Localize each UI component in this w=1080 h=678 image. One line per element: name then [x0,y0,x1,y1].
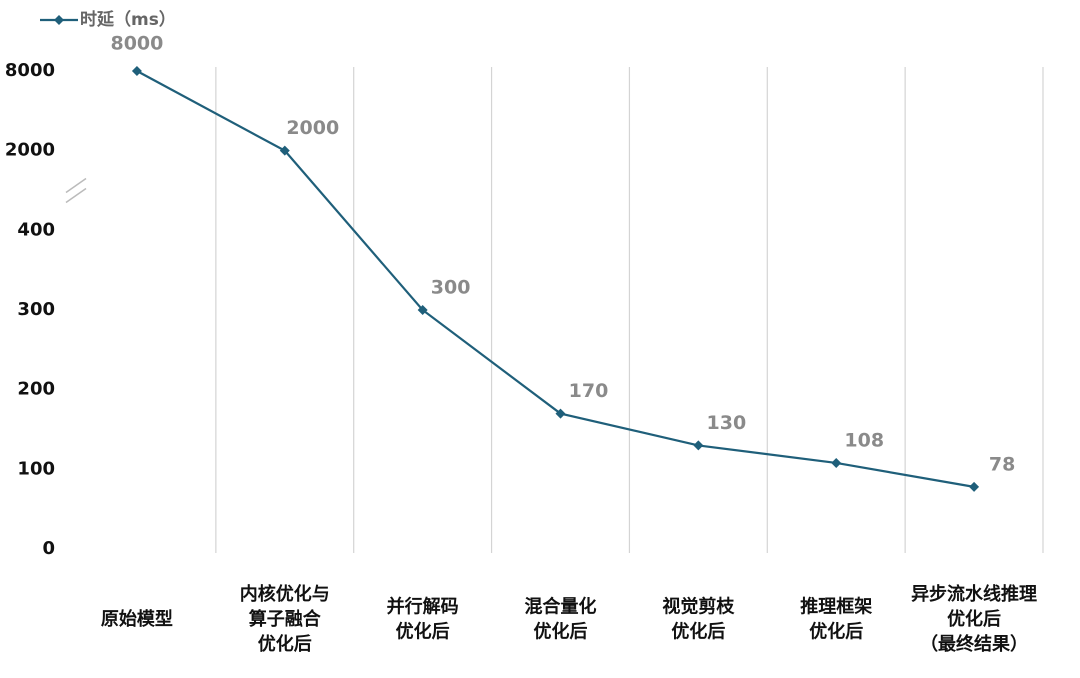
y-tick-label: 400 [17,219,55,240]
marker [417,305,428,315]
marker [131,66,142,76]
legend-label: 时延（ms） [80,9,176,30]
value-label: 2000 [286,117,339,139]
x-tick-label: 优化后 [534,621,588,643]
value-label: 78 [989,453,1015,475]
y-tick-label: 2000 [5,140,55,161]
value-label: 108 [844,429,884,451]
x-tick-label: 异步流水线推理 [911,583,1037,605]
x-tick-label: （最终结果） [920,633,1028,655]
x-tick-label: 混合量化 [525,596,597,618]
y-tick-label: 100 [17,458,55,479]
x-tick-label: 推理框架 [800,596,872,618]
y-tick-label: 0 [42,538,55,559]
value-label: 8000 [110,33,163,55]
value-label: 130 [707,412,747,434]
axis-break-gap [64,185,90,196]
marker [831,457,842,468]
marker [279,145,290,156]
x-tick-label: 优化后 [396,621,450,643]
x-tick-label: 优化后 [258,633,312,655]
x-tick-label: 优化后 [947,608,1001,630]
marker [693,440,704,451]
y-tick-label: 300 [17,299,55,320]
x-tick-label: 并行解码 [387,596,459,618]
x-tick-label: 优化后 [671,621,725,643]
x-tick-label: 优化后 [809,621,863,643]
x-tick-label: 原始模型 [101,608,173,630]
y-tick-label: 8000 [5,60,55,81]
value-label: 170 [569,380,609,402]
line [136,70,975,488]
axis-break [65,177,87,194]
marker [969,481,980,492]
y-tick-label: 200 [17,379,55,400]
marker [555,408,566,419]
x-tick-label: 视觉剪枝 [662,596,735,618]
x-tick-label: 算子融合 [249,608,322,630]
value-label: 300 [431,277,471,299]
axis-break [65,187,87,204]
x-tick-label: 内核优化与 [240,583,330,605]
legend-marker [54,15,64,25]
